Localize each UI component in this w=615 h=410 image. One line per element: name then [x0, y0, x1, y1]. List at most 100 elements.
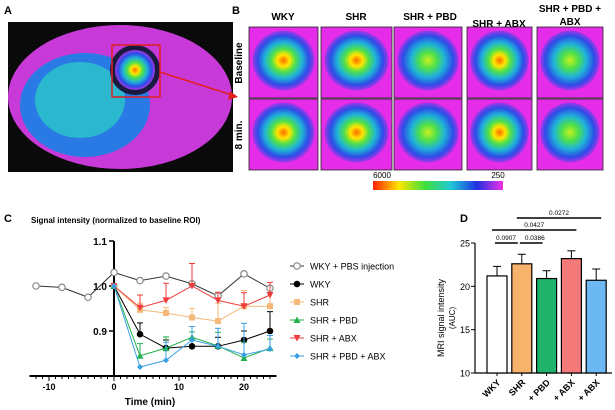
y-tick-label: 25: [460, 239, 470, 249]
x-tick-label: WKY: [480, 377, 502, 399]
column-header-wky: WKY: [271, 12, 295, 23]
data-point: [240, 270, 248, 278]
row-label-8-min: 8 min.: [234, 120, 245, 149]
line-chart-xlabel: Time (min): [125, 397, 175, 408]
series-shr-abx: [110, 263, 274, 312]
y-tick-label: 20: [460, 282, 470, 292]
x-tick-label: -10: [42, 382, 55, 392]
legend-item: SHR: [290, 298, 330, 308]
y-tick-label: 1.1: [93, 237, 107, 248]
column-header-shr-pbd-abx-line1: SHR + PBD +: [539, 4, 601, 15]
mri-overview-image: [8, 22, 238, 172]
data-point: [162, 272, 170, 280]
bar: [560, 258, 583, 374]
data-point: [58, 283, 66, 292]
significance-bracket: 0.0386: [519, 235, 545, 244]
legend-label: WKY: [310, 280, 331, 290]
x-tick-label: + ABX: [576, 377, 602, 403]
line-chart: -10 0 10 20 0.9 1.0 1.1 WKY + PBS injection WKY S…: [29, 237, 394, 392]
legend-marker: [293, 316, 301, 323]
data-point: [241, 351, 247, 358]
data-point: [163, 310, 169, 316]
tile-heart-signal: [540, 102, 600, 163]
heatmap-tile: [536, 98, 604, 171]
data-point: [266, 327, 274, 335]
row-label-baseline: Baseline: [234, 42, 245, 84]
heatmap-tile: [466, 98, 533, 171]
legend-item: WKY: [290, 280, 331, 290]
panel-label-b: B: [232, 5, 240, 17]
y-tick-label: 0.9: [93, 327, 107, 338]
legend-item: SHR + PBD: [290, 316, 358, 326]
column-header-shr: SHR: [345, 12, 367, 23]
panel-label-a: A: [4, 5, 12, 17]
data-point: [189, 337, 195, 343]
bar: [535, 277, 558, 374]
data-point: [136, 352, 144, 359]
y-tick-label: 1.0: [93, 282, 107, 293]
bar-chart-ylabel-unit: (AUC): [448, 307, 457, 330]
colorbar-max-label: 6000: [373, 171, 391, 180]
data-point: [188, 343, 196, 350]
heatmap-tile: [393, 26, 463, 99]
data-point: [110, 268, 118, 277]
x-tick-label: 20: [239, 382, 249, 392]
data-point: [136, 330, 144, 338]
data-point: [136, 304, 144, 312]
legend-label: SHR + PBD + ABX: [310, 352, 386, 362]
legend-item: WKY + PBS injection: [290, 262, 394, 272]
heatmap-tile: [320, 26, 393, 99]
legend-marker: [294, 353, 300, 359]
heatmap-tiles: [248, 26, 604, 171]
legend-label: SHR: [310, 298, 330, 308]
series-shr-pbd-abx: [111, 283, 273, 370]
y-tick-label: 15: [460, 325, 470, 335]
data-point: [215, 343, 221, 350]
tile-heart-signal: [252, 102, 315, 163]
line-chart-title: Signal intensity (normalized to baseline…: [31, 216, 201, 225]
data-point: [189, 314, 195, 321]
x-tick-label: + ABX: [551, 377, 577, 403]
bar-chart-ylabel: MRI signal intensity: [436, 278, 446, 357]
series-wky-pbs-injection: [32, 268, 274, 302]
p-value-label: 0.0427: [524, 222, 544, 229]
tile-heart-signal: [470, 30, 529, 91]
colorbar-min-label: 250: [491, 171, 505, 180]
heatmap-tile: [248, 26, 319, 99]
tile-heart-signal: [324, 30, 389, 91]
legend-marker: [293, 262, 301, 270]
tile-heart-signal: [397, 30, 459, 91]
tile-heart-signal: [397, 102, 459, 163]
data-point: [137, 364, 143, 370]
data-point: [214, 297, 222, 304]
data-point: [163, 357, 169, 364]
x-tick-label: 0: [111, 382, 116, 392]
column-header-shr-pbd: SHR + PBD: [403, 12, 457, 23]
series-line: [35, 271, 271, 298]
legend-marker: [294, 299, 300, 305]
heatmap-tile: [248, 98, 319, 171]
heatmap-tile: [393, 98, 463, 171]
legend-label: WKY + PBS injection: [310, 262, 394, 272]
p-value-label: 0.0907: [496, 235, 516, 242]
data-point: [136, 276, 144, 285]
colorbar: [373, 181, 503, 190]
panel-label-c: C: [4, 213, 12, 225]
bar: [585, 279, 607, 374]
y-tick-label: 10: [460, 369, 470, 379]
significance-bracket: 0.0907: [495, 235, 518, 244]
heatmap-tile: [536, 26, 604, 99]
data-point: [215, 318, 221, 325]
heatmap-tile: [320, 98, 393, 171]
tile-heart-signal: [324, 102, 389, 163]
panel-label-d: D: [460, 213, 468, 225]
bar: [511, 263, 533, 374]
column-header-shr-abx: SHR + ABX: [472, 19, 526, 30]
data-point: [111, 283, 117, 289]
x-tick-label: 10: [174, 382, 184, 392]
data-point: [32, 282, 40, 290]
data-point: [267, 346, 273, 352]
data-point: [266, 292, 274, 299]
